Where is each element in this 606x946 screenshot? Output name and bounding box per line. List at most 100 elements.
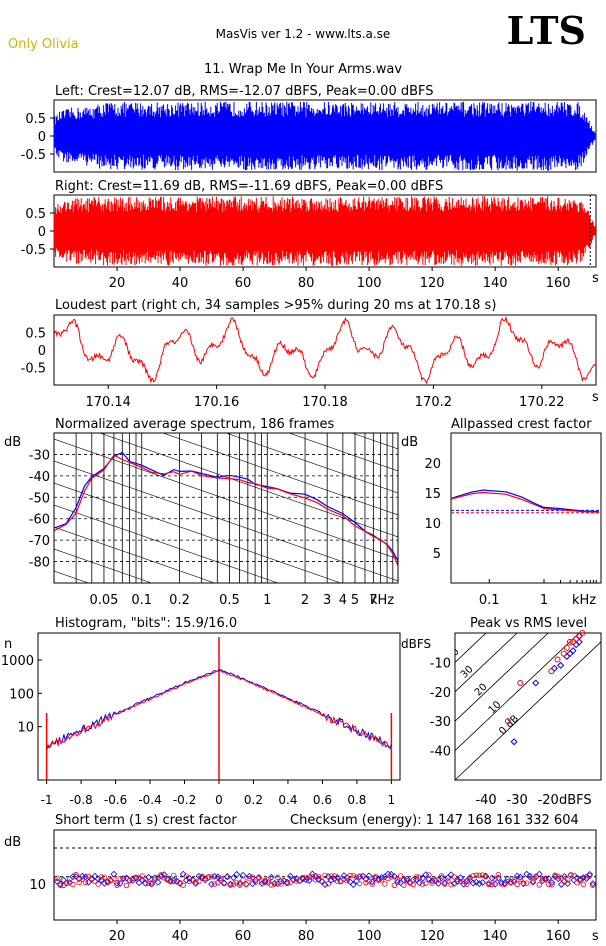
short-term-red-point [360,873,366,879]
short-term-red-point [259,878,265,884]
spectrum-slope-line [54,504,279,583]
short-term-blue-point [472,878,480,886]
peak-rms-diagonal-label: 30 [459,664,476,681]
short-term-red-point [246,876,253,882]
short-term-red-point [533,873,539,879]
short-term-blue-point [88,876,96,883]
spectrum-ytick-label: -30 [29,448,50,463]
spectrum-xtick-label: 0.1 [131,593,152,608]
short-term-xtick-label: 80 [298,929,315,944]
spectrum-xunit: kHz [370,593,394,608]
short-term-red-point [476,872,483,879]
spectrum-xtick-label: 0.05 [89,593,118,608]
short-term-red-point [139,873,145,879]
peak-rms-xtick-label: -30 [507,793,528,808]
short-term-blue-point [586,871,594,878]
short-term-blue-point [334,874,341,881]
short-term-red-point [271,881,278,887]
short-term-red-point [117,876,123,882]
short-term-ylabel: dB [4,835,21,850]
short-term-blue-point [268,873,275,881]
left-waveform-ytick-label: 0.5 [25,112,46,127]
short-term-red-point [590,882,596,888]
short-term-red-point [347,872,353,879]
short-term-red-point [243,881,249,887]
histogram-ylabel: n [4,637,12,652]
short-term-red-point [568,872,574,878]
short-term-red-point [448,881,454,888]
peak-rms-blue-point [550,664,558,672]
short-term-red-point [202,875,208,881]
short-term-xtick-label: 60 [235,929,252,944]
peak-rms-ytick-label: -30 [430,715,451,730]
short-term-red-point [486,881,492,888]
spectrum-slope-line [54,263,398,383]
left-waveform-title: Left: Crest=12.07 dB, RMS=-12.07 dBFS, P… [55,84,434,99]
histogram-xtick-label: 0.8 [347,793,366,807]
spectrum-grid [54,263,398,583]
histogram-xtick-label: -1 [41,793,53,807]
peak-rms-blue-point [566,650,574,658]
spectrum-blue-line [54,451,398,562]
artist-name: Only Olivia [8,37,79,52]
short-term-red-point [293,878,300,884]
histogram-xtick-label: 0.6 [313,793,332,807]
short-term-red-point [369,881,375,887]
short-term-blue-point [469,879,477,887]
histogram-xtick-label: 0 [215,793,223,807]
spectrum-slope-line [225,433,398,494]
lts-logo: LTS [507,8,586,53]
short-term-red-point [363,879,369,886]
short-term-blue-point [529,878,537,886]
short-term-red-point [180,882,186,888]
crest-blue-line [450,489,599,513]
waveform-xtick-label: 80 [298,276,315,291]
short-term-red-point [388,874,394,880]
spectrum-ytick-label: -60 [29,513,50,528]
loudest-xunit: s [592,390,599,405]
loudest-part-frame [53,314,597,386]
peak-rms-xtick-label: -20 [538,793,559,808]
short-term-blue-point [233,870,241,878]
short-term-red-point [356,880,363,887]
short-term-red-point [379,876,385,883]
short-term-red-point [196,878,202,885]
short-term-red-point [407,880,413,886]
spectrum-ytick-label: -80 [29,556,50,571]
short-term-xtick-label: 20 [109,929,126,944]
short-term-red-point [145,880,152,887]
short-term-red-point [498,881,505,887]
peak-rms-red-point [579,630,586,636]
peak-rms-title: Peak vs RMS level [470,616,587,631]
short-term-red-point [306,874,312,880]
short-term-blue-point [488,874,496,882]
short-term-blue-point [416,879,423,887]
crest-ytick-label: 10 [424,517,441,532]
short-term-red-point [527,872,533,879]
short-term-red-point [158,871,164,878]
short-term-red-point [451,874,457,880]
short-term-red-point [542,875,549,881]
peak-rms-diagonal [455,633,580,752]
short-term-red-point [564,877,571,883]
short-term-blue-point [179,870,187,878]
short-term-red-point [505,878,511,885]
spectrum-ytick-label: -70 [29,534,50,549]
short-term-red-point [205,874,212,881]
waveform-xtick-label: 60 [235,276,252,291]
short-term-red-point [555,873,561,880]
short-term-red-point [350,872,357,879]
short-term-red-point [479,872,486,878]
spectrum-xtick-label: 1 [263,593,271,608]
waveform-xtick-label: 140 [483,276,508,291]
short-term-blue-point [570,876,578,884]
short-term-red-point [530,878,536,884]
right-waveform-title: Right: Crest=11.69 dB, RMS=-11.69 dBFS, … [55,179,443,194]
short-term-red-point [325,881,331,887]
short-term-red-point [101,874,108,880]
spectrum-ytick-label: -50 [29,491,50,506]
short-term-red-point [416,874,423,880]
short-term-red-point [353,874,360,880]
peak-rms-diagonal-label: 40 [445,646,462,663]
